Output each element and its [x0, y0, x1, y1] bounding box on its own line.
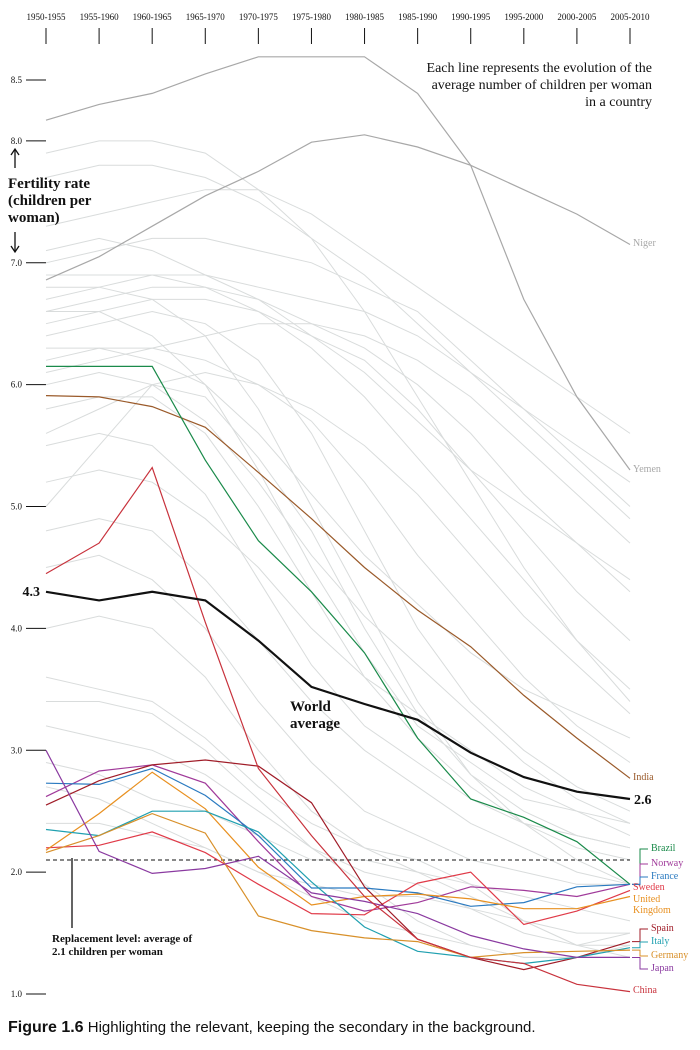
x-tick-label: 1960-1965 [133, 12, 172, 22]
world-average-label: World average [290, 699, 340, 732]
y-tick-label: 5.0 [11, 502, 23, 512]
background-line [46, 311, 631, 824]
x-tick-label: 1975-1980 [292, 12, 331, 22]
x-tick-label: 1985-1990 [398, 12, 437, 22]
background-line [45, 676, 631, 958]
series-label: Sweden [633, 882, 665, 893]
x-tick-label: 1995-2000 [504, 12, 543, 22]
background-line [45, 371, 631, 824]
background-line [45, 237, 631, 581]
series-label: France [651, 871, 679, 882]
series-label: Italy [651, 936, 670, 947]
background-line [46, 286, 631, 885]
background-line [45, 371, 631, 715]
series-label: United Kingdom [633, 894, 671, 916]
background-line [45, 396, 631, 861]
arrow-head [10, 245, 20, 254]
series-label: Brazil [651, 843, 676, 854]
background-line [45, 518, 631, 885]
y-tick-label: 6.0 [11, 380, 23, 390]
background-line [45, 164, 631, 520]
series-line [45, 810, 631, 965]
arrow-head [10, 147, 20, 156]
series-label: Norway [651, 858, 684, 869]
x-tick-label: 1965-1970 [186, 12, 225, 22]
background-lines [45, 140, 631, 958]
series-label: Niger [633, 238, 656, 249]
y-tick-label: 3.0 [11, 745, 23, 755]
x-tick-label: 1980-1985 [345, 12, 384, 22]
series-line [45, 750, 630, 958]
background-line [45, 347, 631, 763]
background-line [45, 432, 631, 849]
series-label: Germany [651, 950, 689, 961]
background-line [45, 298, 631, 641]
x-tick-label: 1955-1960 [80, 12, 119, 22]
series-label: India [633, 772, 654, 783]
series-line [45, 395, 631, 779]
caption: Figure 1.6 Highlighting the relevant, ke… [8, 1019, 536, 1037]
leader-line [632, 941, 648, 949]
background-line [46, 822, 630, 934]
series-line [45, 771, 631, 910]
axis-arrows [10, 147, 73, 928]
y-tick-label: 7.0 [11, 258, 23, 268]
background-line [46, 347, 631, 739]
series-line [45, 134, 631, 281]
y-tick-label: 8.0 [11, 136, 23, 146]
value-label: 2.6 [634, 793, 652, 808]
x-tick-label: 2000-2005 [557, 12, 596, 22]
background-line [46, 274, 631, 690]
series-line [45, 767, 631, 907]
background-line [45, 786, 630, 958]
background-line [45, 310, 631, 812]
series-label: Yemen [633, 464, 661, 475]
leader-line [632, 876, 648, 885]
series-line [45, 831, 631, 926]
background-line [45, 274, 631, 483]
series-line [46, 365, 631, 885]
caption-label: Figure 1.6 [8, 1019, 84, 1036]
y-tick-label: 1.0 [11, 989, 23, 999]
y-tick-label: 8.5 [11, 75, 23, 85]
y-axis-label: Fertility rate (children per woman) [8, 176, 92, 226]
background-line [45, 286, 631, 593]
x-tick-label: 1950-1955 [27, 12, 66, 22]
x-tick-label: 2005-2010 [611, 12, 650, 22]
background-line [45, 189, 631, 434]
series-label: Japan [651, 963, 674, 974]
chart: 1950-1955 1955-1960 1960-1965 1965-1970 1970… [10, 12, 652, 999]
x-tick-label: 1990-1995 [451, 12, 490, 22]
y-tick-label: 2.0 [11, 867, 23, 877]
y-tick-label: 4.0 [11, 623, 23, 633]
x-tick-label: 1970-1975 [239, 12, 278, 22]
series-label: China [633, 985, 657, 996]
series-line [45, 466, 631, 993]
leader-line [632, 949, 648, 957]
leader-line [632, 928, 648, 943]
leader-line [632, 956, 648, 970]
background-line [45, 384, 631, 849]
replacement-label: Replacement level: average of 2.1 childr… [52, 933, 193, 958]
series-line [45, 812, 631, 959]
background-line [45, 762, 631, 946]
background-line [45, 615, 631, 922]
value-label: 4.3 [23, 585, 41, 600]
background-line [45, 554, 630, 885]
caption-text: Highlighting the relevant, keeping the s… [87, 1019, 536, 1036]
background-line [45, 140, 631, 702]
background-line [45, 323, 631, 544]
series-line [45, 590, 631, 801]
annotation: Each line represents the evolution of th… [426, 61, 652, 110]
series-label: Spain [651, 923, 674, 934]
series-line [45, 56, 631, 471]
